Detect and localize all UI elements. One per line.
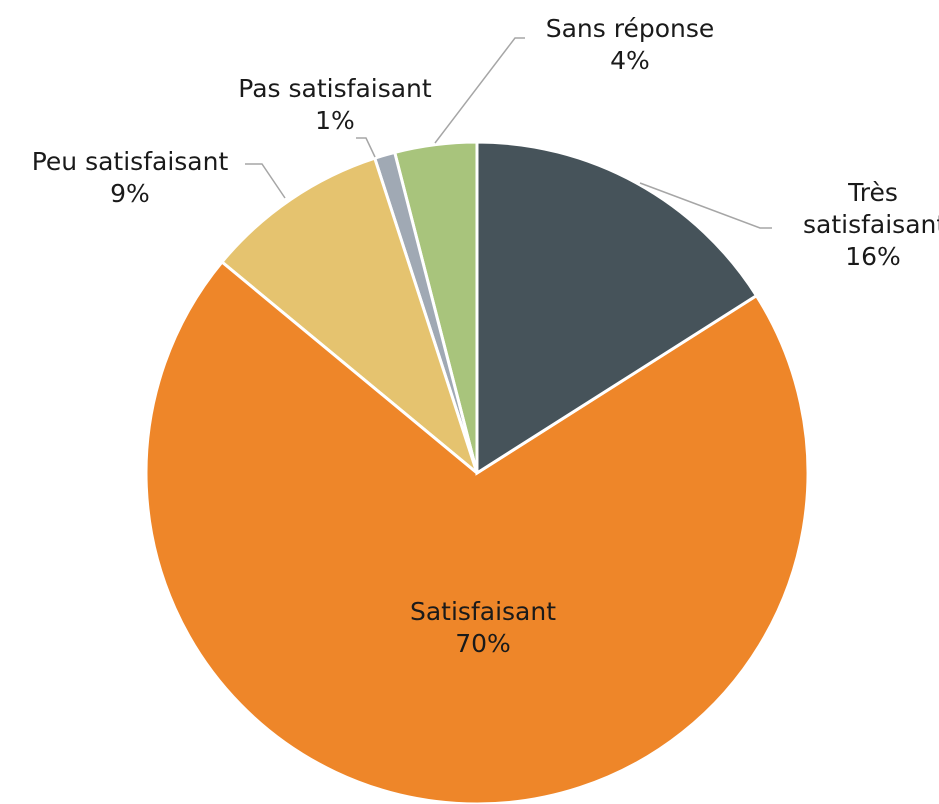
category-label: Sans réponse	[545, 14, 715, 43]
leader-line	[356, 137, 376, 158]
category-label: Très satisfaisant	[803, 178, 939, 239]
data-label: Très satisfaisant 16%	[803, 177, 939, 273]
pie-slice	[475, 140, 759, 476]
data-label: Pas satisfaisant 1%	[205, 73, 465, 137]
category-label: Satisfaisant	[409, 597, 557, 626]
category-label: Pas satisfaisant	[238, 74, 432, 103]
value-label: 1%	[315, 106, 355, 135]
category-label: Peu satisfaisant	[31, 147, 229, 176]
pie-slice	[144, 259, 810, 804]
leader-line	[639, 182, 772, 229]
value-label: 70%	[455, 629, 511, 658]
leader-line	[434, 37, 525, 144]
data-label: Sans réponse 4%	[500, 13, 760, 77]
leader-line	[245, 163, 286, 199]
value-label: 9%	[110, 179, 150, 208]
value-label: 16%	[845, 242, 901, 271]
data-label: Peu satisfaisant 9%	[0, 146, 260, 210]
data-label: Satisfaisant 70%	[358, 596, 608, 660]
pie-slice	[219, 156, 481, 478]
value-label: 4%	[610, 46, 650, 75]
